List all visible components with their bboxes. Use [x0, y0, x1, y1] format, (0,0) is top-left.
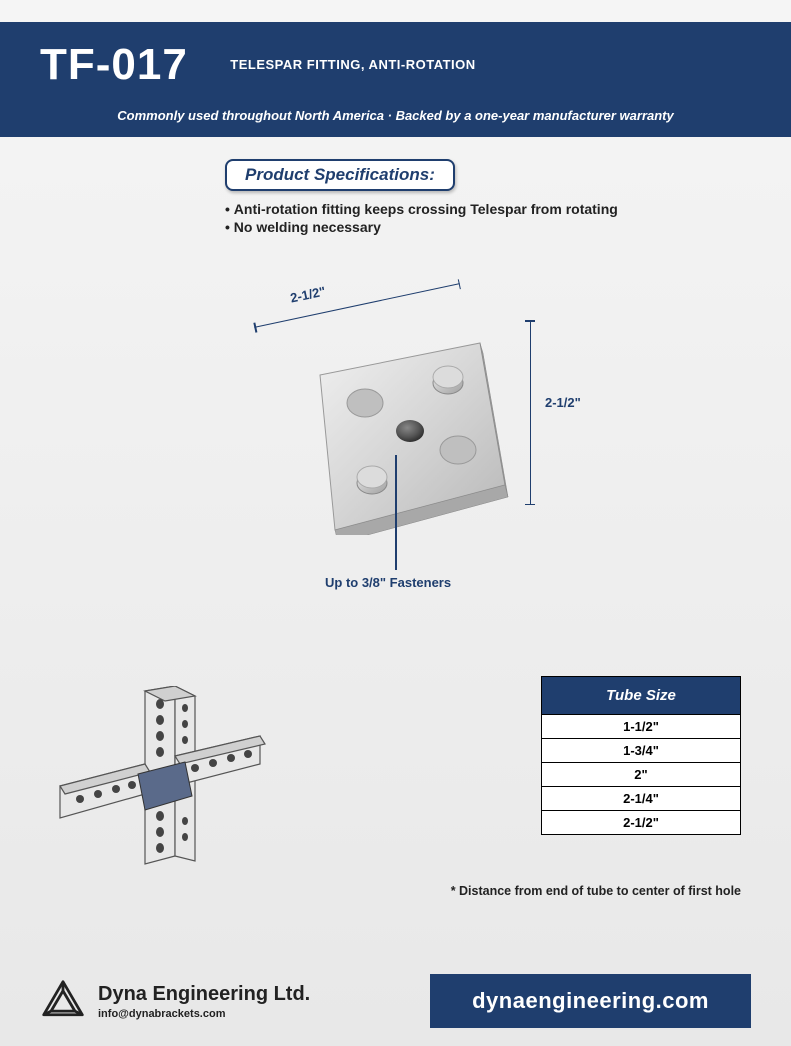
product-title: TELESPAR FITTING, ANTI-ROTATION: [230, 57, 475, 72]
table-row: 1-3/4": [542, 739, 741, 763]
dimension-height: 2-1/2": [545, 395, 581, 410]
fastener-callout: Up to 3/8" Fasteners: [325, 575, 451, 590]
spec-bullet: No welding necessary: [225, 219, 791, 235]
dimension-line-top: [254, 283, 460, 328]
table-header: Tube Size: [542, 677, 741, 715]
dimension-line-right: [530, 320, 531, 505]
table-row: 2-1/2": [542, 811, 741, 835]
website-banner: dynaengineering.com: [430, 974, 751, 1028]
table-row: 2-1/4": [542, 787, 741, 811]
spec-heading: Product Specifications:: [225, 159, 455, 191]
callout-line: [395, 455, 397, 570]
spec-bullet: Anti-rotation fitting keeps crossing Tel…: [225, 201, 791, 217]
dimension-width: 2-1/2": [289, 283, 327, 305]
assembly-illustration: [50, 686, 270, 896]
footer: Dyna Engineering Ltd. info@dynabrackets.…: [0, 956, 791, 1046]
table-row: 1-1/2": [542, 715, 741, 739]
tube-size-table: Tube Size 1-1/2" 1-3/4" 2" 2-1/4" 2-1/2": [541, 676, 741, 835]
table-footnote: * Distance from end of tube to center of…: [451, 884, 741, 898]
company-name: Dyna Engineering Ltd.: [98, 983, 310, 1006]
spec-bullets: Anti-rotation fitting keeps crossing Tel…: [225, 201, 791, 235]
company-email: info@dynabrackets.com: [98, 1008, 310, 1020]
company-logo-icon: [40, 978, 86, 1024]
tagline: Commonly used throughout North America ·…: [40, 108, 751, 123]
table-row: 2": [542, 763, 741, 787]
product-diagram: 2-1/2" 2-1/2" Up to 3/8" Fasteners: [0, 295, 791, 635]
footer-left: Dyna Engineering Ltd. info@dynabrackets.…: [0, 978, 430, 1024]
product-code: TF-017: [40, 40, 188, 90]
lower-section: Tube Size 1-1/2" 1-3/4" 2" 2-1/4" 2-1/2"…: [0, 666, 791, 926]
header-band: TF-017 TELESPAR FITTING, ANTI-ROTATION C…: [0, 22, 791, 137]
